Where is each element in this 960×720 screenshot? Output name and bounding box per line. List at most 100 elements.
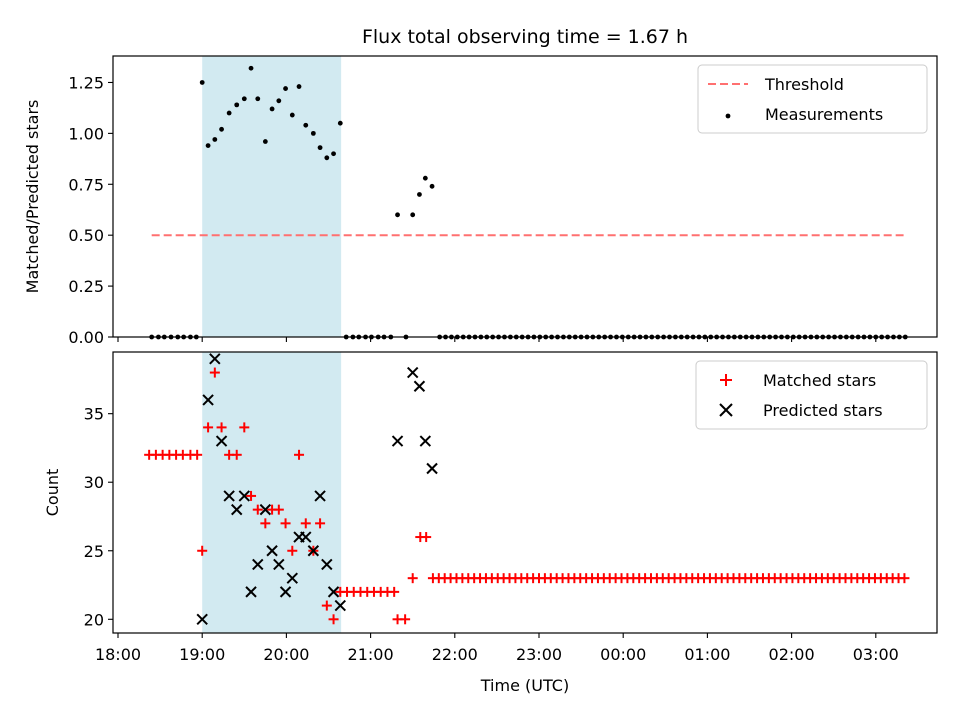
matched-star-point <box>400 614 411 625</box>
predicted-star-stroke-b <box>223 490 235 502</box>
bottom-y-tick-label: 25 <box>84 542 104 561</box>
bottom-panel: 20 25 30 35 18:00 19:00 20:00 21:00 22:00 23:00 0… <box>43 351 938 695</box>
predicted-legend-swatch <box>719 403 733 417</box>
predicted-star-stroke-b <box>196 613 208 625</box>
predicted-star-point <box>196 613 208 625</box>
measurement-point <box>283 86 288 91</box>
predicted-star-stroke-b <box>273 558 285 571</box>
matched-star-point <box>246 490 257 501</box>
matched-legend-label: Matched stars <box>763 371 876 390</box>
bottom-x-tick-label: 18:00 <box>95 645 141 664</box>
predicted-star-point <box>259 503 272 516</box>
bottom-x-tick-label: 19:00 <box>179 645 225 664</box>
measurement-point <box>422 175 428 181</box>
predicted-star-stroke-b <box>419 435 432 447</box>
predicted-star-stroke-b <box>413 380 426 392</box>
matched-star-point <box>321 600 332 611</box>
predicted-star-point <box>245 586 257 598</box>
measurement-point <box>241 96 247 102</box>
predicted-legend-label: Predicted stars <box>763 401 883 420</box>
measurement-point <box>289 112 295 118</box>
predicted-star-stroke-b <box>202 394 214 406</box>
predicted-star-stroke-b <box>215 435 228 447</box>
predicted-star-point <box>419 435 432 447</box>
matched-star-point <box>899 573 910 584</box>
predicted-star-stroke-b <box>327 586 340 598</box>
measurement-point <box>269 106 275 112</box>
matched-star-point <box>273 504 284 515</box>
predicted-star-point <box>300 531 312 543</box>
predicted-star-point <box>215 435 228 447</box>
measurement-point <box>212 137 218 142</box>
measurement-point <box>429 183 435 189</box>
predicted-star-stroke-b <box>231 503 243 516</box>
bottom-legend-box <box>695 360 928 430</box>
bottom-x-tick-label: 01:00 <box>684 645 730 664</box>
top-y-tick-label: 0.00 <box>68 328 104 347</box>
bottom-legend: Matched stars Predicted stars <box>695 360 928 430</box>
matched-star-point <box>280 518 291 529</box>
measurement-point <box>410 212 416 218</box>
predicted-star-stroke-b <box>391 435 404 447</box>
top-legend: Threshold Measurements <box>697 64 928 134</box>
predicted-star-stroke-b <box>238 490 251 502</box>
predicted-star-stroke-b <box>426 462 438 475</box>
measurement-point <box>219 126 224 132</box>
measurement-point <box>324 155 330 161</box>
measurement-point <box>234 102 240 108</box>
bottom-y-axis-label: Count <box>43 469 62 517</box>
matched-star-point <box>197 545 208 556</box>
predicted-star-point <box>321 558 333 571</box>
measurement-point <box>262 139 268 144</box>
predicted-star-point <box>279 586 292 598</box>
predicted-star-point <box>209 353 221 365</box>
predicted-star-stroke-b <box>300 531 312 543</box>
measurement-point <box>276 98 282 104</box>
predicted-star-stroke-b <box>259 503 272 516</box>
bottom-y-tick-label: 30 <box>84 473 104 492</box>
measurement-point <box>317 145 323 151</box>
predicted-star-point <box>286 572 299 584</box>
bottom-x-ticks: 18:00 19:00 20:00 21:00 22:00 23:00 00:00 01:00… <box>95 633 899 664</box>
measurement-point <box>199 80 205 85</box>
matched-star-point <box>407 573 418 584</box>
predicted-star-stroke-b <box>252 558 264 571</box>
measurements-legend-swatch <box>725 113 731 119</box>
measurement-point <box>395 212 400 218</box>
top-y-ticks: 0.00 0.25 0.50 0.75 1.00 1.25 <box>68 73 113 347</box>
measurement-point <box>417 192 422 197</box>
predicted-star-point <box>314 490 326 502</box>
matched-star-point <box>239 422 250 433</box>
matched-star-point <box>192 449 203 460</box>
matched-star-point <box>294 449 305 460</box>
matched-star-point <box>315 518 326 529</box>
matched-star-point <box>300 518 311 529</box>
bottom-x-tick-label: 03:00 <box>853 645 899 664</box>
predicted-star-stroke-b <box>321 558 333 571</box>
bottom-x-tick-label: 23:00 <box>516 645 562 664</box>
predicted-star-point <box>327 586 340 598</box>
matched-stars-points <box>144 367 910 625</box>
bottom-x-axis-label: Time (UTC) <box>480 676 569 695</box>
top-x-ticks <box>117 337 877 342</box>
top-axes-frame <box>112 55 938 338</box>
measurement-point <box>226 110 232 116</box>
predicted-star-point <box>307 545 320 557</box>
bottom-y-tick-label: 20 <box>84 610 104 629</box>
bottom-axes-frame <box>112 351 938 634</box>
predicted-star-point <box>273 558 285 571</box>
top-y-tick-label: 0.50 <box>68 226 104 245</box>
predicted-stars-points <box>196 353 438 625</box>
threshold-legend-label: Threshold <box>764 75 844 94</box>
measurement-point <box>303 122 309 128</box>
matched-star-point <box>260 518 271 529</box>
predicted-star-stroke-b <box>209 353 221 365</box>
bottom-y-tick-label: 35 <box>84 405 104 424</box>
top-legend-box <box>697 64 928 134</box>
chart-title: Flux total observing time = 1.67 h <box>362 26 688 48</box>
top-y-tick-label: 1.25 <box>68 73 104 92</box>
matched-star-point <box>203 422 214 433</box>
predicted-star-point <box>238 490 251 502</box>
predicted-star-point <box>334 599 346 612</box>
bottom-shaded-span <box>202 352 342 633</box>
